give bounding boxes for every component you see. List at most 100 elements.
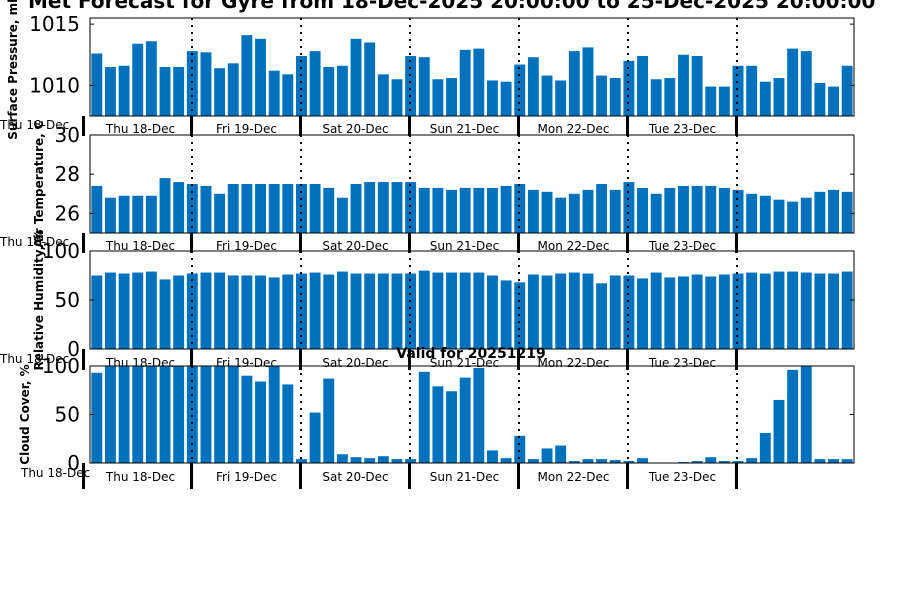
bar	[732, 273, 744, 349]
bar	[487, 275, 498, 349]
bar	[159, 279, 171, 349]
bar	[487, 450, 498, 463]
bar	[227, 184, 239, 233]
date-separator	[190, 116, 193, 136]
bar	[255, 184, 266, 233]
bar	[173, 275, 185, 349]
pressure-bars	[91, 35, 853, 117]
bar	[145, 366, 157, 463]
bar	[773, 78, 785, 116]
bar	[227, 275, 239, 349]
bar	[132, 272, 144, 349]
date-separator	[190, 349, 193, 370]
bar	[323, 378, 335, 463]
bar	[718, 461, 730, 463]
day-label: Sun 21-Dec	[430, 239, 499, 253]
bar	[800, 51, 812, 116]
bar	[350, 38, 362, 116]
date-separator	[82, 349, 85, 370]
bar	[323, 67, 335, 116]
pressure-y-ticks: 1010 1015	[29, 12, 854, 97]
pressure-day-axis: Thu 18-Dec Thu 18-Dec Fri 19-Dec Sat 20-Dec…	[0, 116, 738, 136]
date-separator	[82, 463, 85, 489]
bar	[814, 191, 826, 233]
bar	[91, 53, 103, 116]
day-label: Thu 18-Dec	[105, 470, 175, 484]
bar	[841, 191, 853, 233]
bar	[705, 185, 717, 233]
bar	[255, 381, 266, 463]
y-tick-label: 0	[67, 337, 80, 361]
bar	[173, 366, 185, 463]
bar	[418, 371, 430, 463]
temperature-axes-frame	[89, 134, 855, 234]
bar	[459, 49, 471, 116]
bar	[459, 377, 471, 463]
bar	[568, 51, 580, 116]
y-tick-label: 26	[55, 201, 80, 225]
bar	[145, 271, 157, 349]
bar	[623, 275, 635, 349]
humidity-y-ticks: 0 50 100	[42, 239, 854, 361]
bar	[841, 459, 853, 463]
humidity-y-axis-label: Relative Humidity, %	[32, 230, 46, 371]
bar	[200, 366, 212, 463]
bar	[159, 366, 171, 463]
bar	[432, 79, 444, 116]
bar	[555, 197, 567, 233]
bar	[691, 461, 703, 463]
bar	[227, 63, 239, 116]
bar	[800, 197, 812, 233]
date-separator	[408, 116, 411, 136]
bar	[255, 275, 266, 349]
bar	[432, 386, 444, 463]
bar	[596, 459, 608, 463]
date-separator	[626, 233, 629, 253]
day-label: Sat 20-Dec	[322, 470, 388, 484]
bar	[841, 65, 853, 116]
date-separator	[735, 349, 738, 370]
bar	[418, 270, 430, 349]
bar	[555, 445, 567, 463]
y-tick-label: 100	[42, 354, 80, 378]
day-label: Tue 23-Dec	[648, 122, 716, 136]
bar	[91, 185, 103, 233]
bar	[200, 52, 212, 116]
bar	[568, 193, 580, 233]
day-label: Fri 19-Dec	[216, 356, 277, 370]
day-label: Mon 22-Dec	[538, 470, 610, 484]
cloud-day-axis: Thu 18-Dec Thu 18-Dec Fri 19-Dec Sat 20-Dec…	[20, 463, 738, 489]
bar	[200, 185, 212, 233]
date-separator	[408, 349, 411, 370]
bar	[473, 272, 485, 349]
date-edge-label: Thu 18-Dec	[0, 118, 69, 132]
bar	[118, 65, 130, 116]
bar	[746, 458, 758, 463]
bar	[350, 184, 362, 233]
day-label: Sat 20-Dec	[322, 239, 388, 253]
y-tick-label: 50	[55, 288, 80, 312]
bar	[678, 54, 689, 116]
bar	[487, 80, 498, 116]
bar	[105, 366, 116, 463]
date-edge-label: Thu 18-Dec	[20, 466, 90, 480]
bar	[105, 67, 116, 116]
y-tick-label: 1010	[29, 73, 80, 97]
bar	[746, 272, 758, 349]
bar	[377, 456, 389, 463]
bar	[759, 81, 771, 116]
bar	[773, 271, 785, 349]
bar	[473, 367, 485, 463]
bar	[555, 273, 567, 349]
bar	[391, 273, 403, 349]
y-tick-label: 28	[55, 162, 80, 186]
bar	[664, 277, 676, 349]
date-separator	[299, 116, 302, 136]
bar	[759, 432, 771, 463]
bar	[473, 48, 485, 117]
cloud-y-axis-label: Cloud Cover, %	[18, 364, 32, 464]
bar	[637, 458, 648, 463]
bar	[336, 197, 348, 233]
